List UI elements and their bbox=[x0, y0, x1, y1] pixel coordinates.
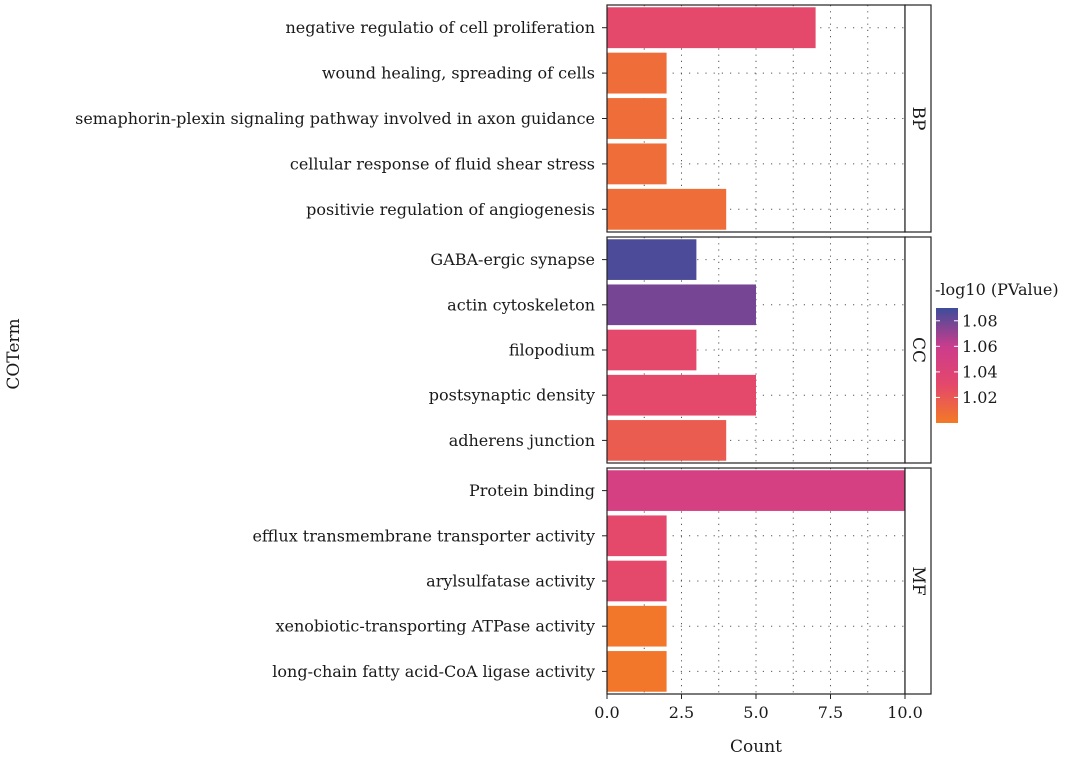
category-label: long-chain fatty acid-CoA ligase activit… bbox=[272, 662, 595, 681]
category-label: actin cytoskeleton bbox=[447, 295, 595, 314]
category-label: GABA-ergic synapse bbox=[430, 250, 595, 269]
category-label: postsynaptic density bbox=[429, 386, 595, 405]
bar bbox=[607, 329, 697, 371]
bar bbox=[607, 284, 756, 326]
bar bbox=[607, 651, 667, 692]
bar bbox=[607, 52, 667, 94]
x-axis-title: Count bbox=[730, 737, 782, 757]
legend-tick-label: 1.08 bbox=[962, 311, 998, 330]
category-label: positivie regulation of angiogenesis bbox=[306, 200, 595, 219]
category-label: semaphorin-plexin signaling pathway invo… bbox=[75, 109, 595, 128]
facet-cc: GABA-ergic synapse actin cytoskeleton filo… bbox=[429, 236, 932, 464]
legend-tick-label: 1.06 bbox=[962, 337, 998, 356]
category-label: efflux transmembrane transporter activit… bbox=[252, 526, 595, 545]
facet-strip bbox=[904, 467, 932, 695]
legend-tick-label: 1.02 bbox=[962, 388, 998, 407]
category-label: negative regulatio of cell proliferation bbox=[286, 18, 596, 37]
bar bbox=[607, 420, 727, 461]
category-label: cellular response of fluid shear stress bbox=[290, 154, 595, 173]
category-label: filopodium bbox=[509, 341, 595, 360]
bar bbox=[607, 98, 667, 139]
x-tick-label: 7.5 bbox=[818, 703, 843, 722]
category-label: Protein binding bbox=[469, 481, 595, 500]
bar bbox=[607, 470, 905, 511]
bar bbox=[607, 560, 667, 602]
facet-strip-label: BP bbox=[908, 107, 928, 131]
facet-strip-label: MF bbox=[908, 566, 928, 595]
facet-strip-label: CC bbox=[908, 337, 928, 363]
bar bbox=[607, 7, 816, 49]
x-tick-label: 10.0 bbox=[887, 703, 923, 722]
bar bbox=[607, 143, 667, 185]
bar bbox=[607, 374, 756, 416]
legend-ticks: 1.08 1.06 1.04 1.02 bbox=[936, 311, 998, 407]
legend-colorbar bbox=[936, 308, 958, 423]
y-axis-title: COTerm bbox=[4, 318, 24, 389]
bar bbox=[607, 188, 727, 230]
category-label: wound healing, spreading of cells bbox=[322, 64, 595, 83]
legend-tick-label: 1.04 bbox=[962, 362, 998, 381]
color-legend: -log10 (PValue) 1.08 1.06 1.04 1.02 bbox=[935, 280, 1059, 423]
plot-layer: negative regulatio of cell proliferation… bbox=[75, 4, 932, 722]
bar bbox=[607, 515, 667, 557]
x-tick-label: 2.5 bbox=[669, 703, 694, 722]
legend-title: -log10 (PValue) bbox=[935, 280, 1059, 299]
x-tick-label: 0.0 bbox=[594, 703, 619, 722]
x-tick-label: 5.0 bbox=[743, 703, 768, 722]
category-label: xenobiotic-transporting ATPase activity bbox=[275, 617, 595, 636]
facet-bp: negative regulatio of cell proliferation… bbox=[75, 4, 932, 233]
category-label: arylsulfatase activity bbox=[426, 572, 595, 591]
facet-mf: Protein binding efflux transmembrane tran… bbox=[252, 467, 932, 695]
facet-strip bbox=[904, 236, 932, 464]
category-label: adherens junction bbox=[449, 431, 595, 450]
bar bbox=[607, 605, 667, 647]
facet-strip bbox=[904, 4, 932, 233]
bar bbox=[607, 239, 697, 280]
